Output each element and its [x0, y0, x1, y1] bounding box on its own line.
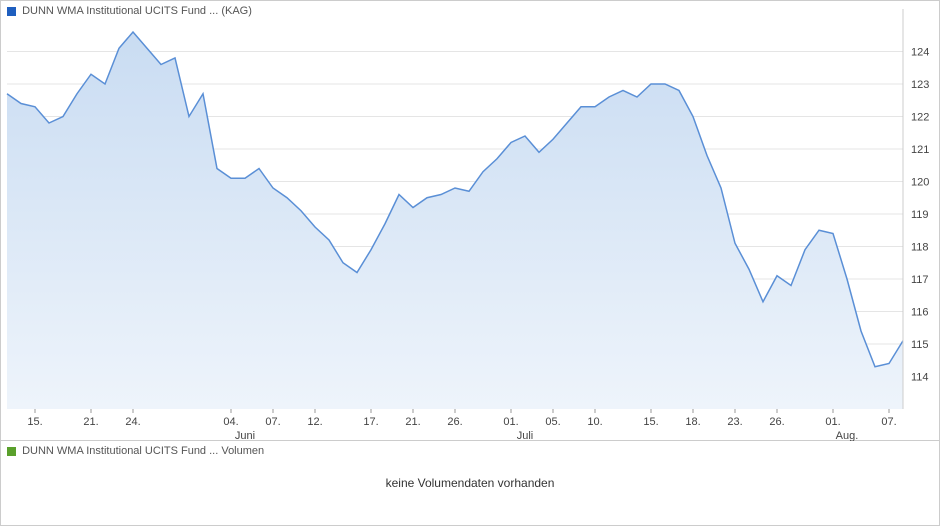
price-legend-label: DUNN WMA Institutional UCITS Fund ... (K…	[22, 5, 252, 17]
svg-text:26.: 26.	[769, 416, 784, 428]
chart-container: DUNN WMA Institutional UCITS Fund ... (K…	[0, 0, 940, 526]
svg-text:114: 114	[911, 372, 929, 384]
volume-panel: DUNN WMA Institutional UCITS Fund ... Vo…	[1, 441, 939, 525]
svg-text:01.: 01.	[503, 416, 518, 428]
svg-text:122: 122	[911, 112, 929, 124]
svg-text:07.: 07.	[265, 416, 280, 428]
price-legend-swatch	[7, 7, 16, 16]
svg-text:121: 121	[911, 144, 929, 156]
price-chart-svg: 114 115 116 117 118 119 120 121 122 123 124 15. 21. 2…	[1, 1, 940, 441]
volume-empty-message: keine Volumendaten vorhanden	[386, 476, 555, 490]
svg-text:15.: 15.	[27, 416, 42, 428]
volume-legend-label: DUNN WMA Institutional UCITS Fund ... Vo…	[22, 445, 264, 457]
volume-legend-swatch	[7, 447, 16, 456]
svg-text:26.: 26.	[447, 416, 462, 428]
svg-text:21.: 21.	[405, 416, 420, 428]
svg-text:01.: 01.	[825, 416, 840, 428]
svg-text:24.: 24.	[125, 416, 140, 428]
svg-text:Juli: Juli	[517, 430, 534, 441]
svg-text:117: 117	[911, 274, 929, 286]
svg-text:120: 120	[911, 177, 929, 189]
price-chart-panel: DUNN WMA Institutional UCITS Fund ... (K…	[1, 1, 939, 441]
svg-text:Juni: Juni	[235, 430, 255, 441]
svg-text:15.: 15.	[643, 416, 658, 428]
svg-text:119: 119	[911, 209, 929, 221]
svg-text:23.: 23.	[727, 416, 742, 428]
svg-text:115: 115	[911, 339, 929, 351]
svg-text:12.: 12.	[307, 416, 322, 428]
svg-text:10.: 10.	[587, 416, 602, 428]
price-legend: DUNN WMA Institutional UCITS Fund ... (K…	[7, 5, 252, 17]
svg-text:18.: 18.	[685, 416, 700, 428]
svg-text:116: 116	[911, 307, 929, 319]
svg-text:04.: 04.	[223, 416, 238, 428]
svg-text:118: 118	[911, 242, 929, 254]
volume-legend: DUNN WMA Institutional UCITS Fund ... Vo…	[7, 445, 264, 457]
svg-text:124: 124	[911, 47, 929, 59]
svg-text:07.: 07.	[881, 416, 896, 428]
svg-text:Aug.: Aug.	[836, 430, 859, 441]
svg-text:17.: 17.	[363, 416, 378, 428]
svg-text:21.: 21.	[83, 416, 98, 428]
svg-text:123: 123	[911, 79, 929, 91]
svg-text:05.: 05.	[545, 416, 560, 428]
